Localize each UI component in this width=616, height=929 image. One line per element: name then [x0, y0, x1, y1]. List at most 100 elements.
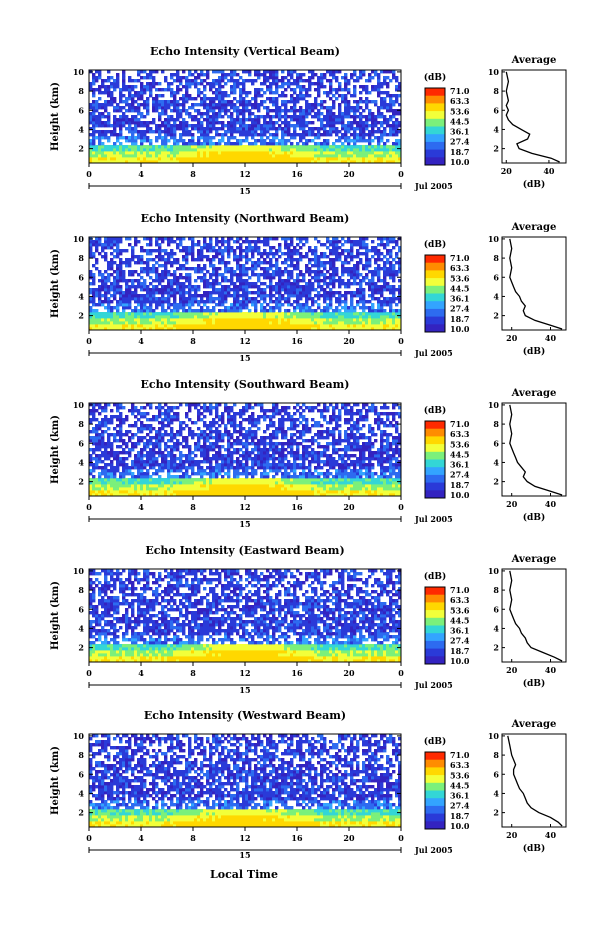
heatmap-cell [377, 106, 381, 110]
heatmap-cell [368, 133, 372, 137]
heatmap-cell [344, 106, 348, 110]
heatmap-cell [263, 288, 267, 292]
heatmap-cell [170, 255, 174, 259]
heatmap-cell [272, 100, 276, 104]
heatmap-cell [293, 79, 297, 83]
colorbar-swatch [425, 149, 445, 158]
heatmap-cell [242, 127, 246, 131]
heatmap-cell [221, 139, 225, 143]
heatmap-cell [161, 312, 165, 316]
heatmap-cell [230, 73, 234, 77]
heatmap-cell [203, 318, 207, 322]
heatmap-cell [209, 237, 213, 241]
heatmap-cell [137, 154, 141, 158]
heatmap-cell [92, 294, 96, 298]
heatmap-cell [302, 94, 306, 98]
heatmap-cell [239, 133, 243, 137]
heatmap-cell [167, 312, 171, 316]
heatmap-cell [221, 240, 225, 244]
heatmap-cell [182, 282, 186, 286]
heatmap-cell [149, 151, 153, 155]
heatmap-cell [209, 82, 213, 86]
heatmap-cell [128, 76, 132, 80]
heatmap-cell [314, 103, 318, 107]
heatmap-cell [179, 318, 183, 322]
heatmap-cell [152, 118, 156, 122]
heatmap-cell [332, 73, 336, 77]
heatmap-cell [122, 309, 126, 313]
heatmap-cell [188, 294, 192, 298]
heatmap-cell [326, 246, 330, 250]
heatmap-cell [146, 312, 150, 316]
heatmap-cell [227, 291, 231, 295]
heatmap-cell [173, 100, 177, 104]
heatmap-cell [344, 154, 348, 158]
heatmap-cell [95, 324, 99, 328]
heatmap-cell [248, 327, 252, 331]
heatmap-cell [344, 249, 348, 253]
heatmap-cell [263, 273, 267, 277]
heatmap-cell [176, 324, 180, 328]
heatmap-cell [158, 106, 162, 110]
heatmap-cell [383, 276, 387, 280]
heatmap-cell [110, 97, 114, 101]
heatmap-cell [221, 294, 225, 298]
heatmap-cell [197, 73, 201, 77]
heatmap-cell [374, 145, 378, 149]
heatmap-cell [212, 297, 216, 301]
heatmap-cell [107, 79, 111, 83]
heatmap-cell [296, 276, 300, 280]
heatmap-cell [128, 288, 132, 292]
heatmap-cell [89, 436, 93, 440]
heatmap-cell [362, 294, 366, 298]
heatmap-cell [275, 237, 279, 241]
heatmap-cell [314, 142, 318, 146]
heatmap-cell [131, 130, 135, 134]
heatmap-cell [305, 148, 309, 152]
heatmap-cell [254, 246, 258, 250]
heatmap-cell [128, 97, 132, 101]
heatmap-cell [344, 100, 348, 104]
heatmap-cell [155, 291, 159, 295]
heatmap-cell [164, 312, 168, 316]
heatmap-cell [92, 469, 96, 473]
heatmap-cell [104, 91, 108, 95]
profile-line [505, 71, 560, 163]
heatmap-cell [251, 270, 255, 274]
heatmap-cell [389, 145, 393, 149]
heatmap-cell [386, 106, 390, 110]
y-tick-label: 8 [78, 253, 84, 263]
heatmap-cell [338, 154, 342, 158]
heatmap-cell [266, 145, 270, 149]
heatmap-cell [161, 237, 165, 241]
heatmap-cell [98, 475, 102, 479]
heatmap-cell [134, 321, 138, 325]
heatmap-cell [263, 145, 267, 149]
heatmap-cell [113, 118, 117, 122]
heatmap-cell [227, 151, 231, 155]
heatmap-cell [236, 73, 240, 77]
heatmap-cell [239, 252, 243, 256]
heatmap-cell [116, 139, 120, 143]
heatmap-cell [146, 297, 150, 301]
heatmap-cell [299, 246, 303, 250]
heatmap-cell [128, 285, 132, 289]
heatmap-cell [209, 246, 213, 250]
heatmap-cell [182, 306, 186, 310]
profile-x-tick-label: 20 [506, 333, 518, 343]
colorbar-swatch [425, 308, 445, 318]
heatmap-cell [380, 324, 384, 328]
heatmap-cell [353, 306, 357, 310]
heatmap-cell [380, 148, 384, 152]
heatmap-cell [143, 115, 147, 119]
heatmap-cell [380, 145, 384, 149]
heatmap-cell [104, 79, 108, 83]
heatmap-cell [395, 261, 399, 265]
heatmap-cell [107, 246, 111, 250]
heatmap-cell [335, 324, 339, 328]
heatmap-cell [377, 315, 381, 319]
heatmap-cell [293, 130, 297, 134]
heatmap-cell [389, 276, 393, 280]
heatmap-cell [329, 324, 333, 328]
heatmap-cell [251, 264, 255, 268]
